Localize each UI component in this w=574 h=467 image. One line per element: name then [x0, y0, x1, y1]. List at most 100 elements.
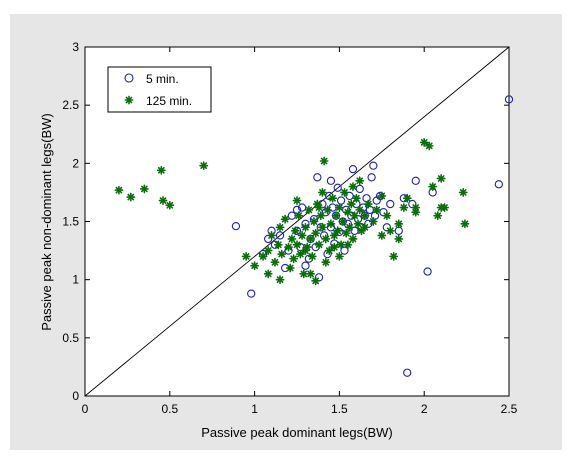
point-5min	[326, 176, 336, 185]
y-tick-label: 0.5	[62, 331, 79, 345]
point-125min	[328, 193, 338, 203]
point-125min	[318, 222, 327, 232]
point-125min	[165, 200, 175, 210]
point-125min	[319, 156, 329, 166]
point-125min	[280, 214, 290, 224]
x-tick-label: 2.5	[501, 402, 518, 416]
point-125min	[351, 193, 361, 203]
point-5min	[340, 246, 349, 255]
reference-line	[84, 46, 510, 397]
point-125min	[333, 226, 343, 236]
x-tick-label: 1.5	[331, 402, 348, 416]
point-5min	[367, 173, 376, 182]
point-125min	[294, 211, 304, 221]
point-5min	[504, 95, 514, 104]
point-5min	[336, 196, 346, 205]
point-125min	[314, 240, 324, 250]
point-125min	[284, 242, 293, 252]
point-125min	[307, 252, 317, 261]
data-points	[114, 95, 514, 377]
point-125min	[241, 252, 251, 261]
point-125min	[316, 211, 326, 221]
point-125min	[353, 219, 363, 229]
point-125min	[348, 182, 358, 191]
point-125min	[382, 211, 392, 221]
point-125min	[295, 249, 305, 259]
point-125min	[334, 203, 344, 212]
point-125min	[355, 205, 365, 215]
point-125min	[372, 205, 382, 215]
point-125min	[436, 203, 446, 212]
point-125min	[287, 234, 297, 244]
point-125min	[360, 211, 370, 221]
point-5min	[369, 161, 378, 170]
y-tick-label: 2	[72, 156, 79, 170]
point-125min	[199, 161, 209, 171]
point-125min	[275, 222, 285, 232]
point-5min	[247, 289, 256, 298]
point-125min	[306, 269, 315, 279]
point-125min	[277, 249, 287, 259]
point-5min	[301, 261, 310, 270]
point-125min	[424, 141, 434, 151]
point-125min	[314, 203, 324, 212]
point-125min	[394, 219, 404, 229]
point-125min	[258, 252, 268, 261]
point-125min	[114, 185, 124, 195]
point-125min	[304, 205, 314, 215]
point-125min	[309, 217, 319, 226]
point-125min	[321, 234, 331, 244]
x-axis-label: Passive peak dominant legs(BW)	[201, 425, 392, 440]
x-tick-label: 1	[251, 402, 258, 416]
point-5min	[313, 173, 322, 182]
y-tick-label: 2.5	[62, 98, 79, 112]
point-125min	[311, 276, 321, 286]
point-125min	[326, 219, 336, 229]
point-125min	[263, 269, 273, 279]
point-125min	[139, 184, 149, 194]
point-125min	[292, 196, 302, 205]
point-125min	[301, 222, 310, 232]
point-125min	[318, 188, 327, 197]
point-125min	[348, 234, 358, 244]
point-5min	[386, 199, 395, 209]
x-tick-label: 0	[82, 402, 89, 416]
point-125min	[340, 188, 349, 197]
point-125min	[411, 203, 421, 212]
point-125min	[346, 199, 356, 209]
point-125min	[275, 275, 285, 285]
legend-box	[107, 66, 212, 113]
point-125min	[323, 205, 332, 215]
point-125min	[343, 207, 353, 217]
point-125min	[321, 257, 331, 267]
point-125min	[436, 174, 446, 183]
y-tick-label: 1.5	[62, 215, 79, 229]
point-125min	[263, 246, 273, 255]
point-125min	[360, 222, 370, 232]
point-5min	[411, 176, 420, 185]
y-tick-label: 3	[72, 40, 79, 54]
point-125min	[433, 211, 443, 221]
point-125min	[324, 246, 334, 255]
point-125min	[345, 222, 354, 232]
point-125min	[331, 211, 341, 221]
point-5min	[403, 368, 412, 377]
point-5min	[423, 267, 432, 276]
point-125min	[126, 192, 136, 202]
point-125min	[267, 231, 276, 240]
point-125min	[289, 254, 299, 264]
point-125min	[297, 231, 307, 240]
point-125min	[156, 165, 166, 175]
point-125min	[338, 217, 348, 226]
point-125min	[460, 219, 470, 229]
y-tick-label: 1	[72, 273, 79, 287]
point-125min	[458, 188, 468, 197]
point-125min	[341, 228, 351, 238]
y-axis-label: Passive peak non-dominant legs(BW)	[39, 113, 54, 331]
y-tick-label: 0	[72, 389, 79, 403]
point-125min	[250, 261, 260, 271]
point-125min	[343, 240, 353, 250]
point-125min	[270, 257, 280, 267]
